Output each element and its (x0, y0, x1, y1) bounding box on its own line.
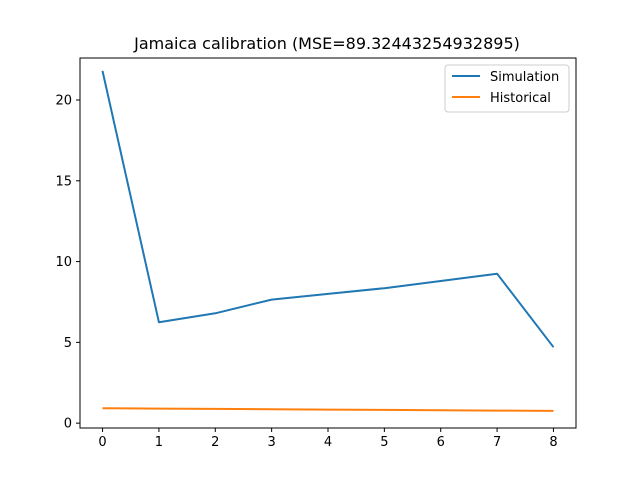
x-tick-label: 5 (380, 435, 388, 450)
x-tick-label: 8 (549, 435, 557, 450)
y-tick-label: 0 (64, 417, 72, 432)
x-axis: 0 1 2 3 4 5 6 7 8 (98, 428, 558, 450)
x-tick-label: 1 (155, 435, 163, 450)
series-line-historical (102, 407, 554, 412)
x-tick-label: 0 (98, 435, 106, 450)
y-tick-label: 20 (55, 94, 72, 109)
y-tick-label: 5 (64, 336, 72, 351)
x-tick-label: 2 (211, 435, 219, 450)
chart-title: Jamaica calibration (MSE=89.324432549328… (133, 34, 520, 53)
y-tick-label: 10 (55, 255, 72, 270)
legend: Simulation Historical (444, 64, 570, 113)
plot-area-frame (79, 57, 577, 429)
legend-label-historical: Historical (490, 91, 551, 106)
y-tick-label: 15 (55, 174, 72, 189)
series-line-simulation (101, 70, 555, 348)
x-tick-label: 4 (324, 435, 332, 450)
x-tick-label: 3 (267, 435, 275, 450)
legend-label-simulation: Simulation (490, 70, 559, 85)
x-tick-label: 6 (437, 435, 445, 450)
y-axis: 0 5 10 15 20 (55, 94, 80, 432)
x-tick-label: 7 (493, 435, 501, 450)
series-layer (101, 70, 555, 412)
